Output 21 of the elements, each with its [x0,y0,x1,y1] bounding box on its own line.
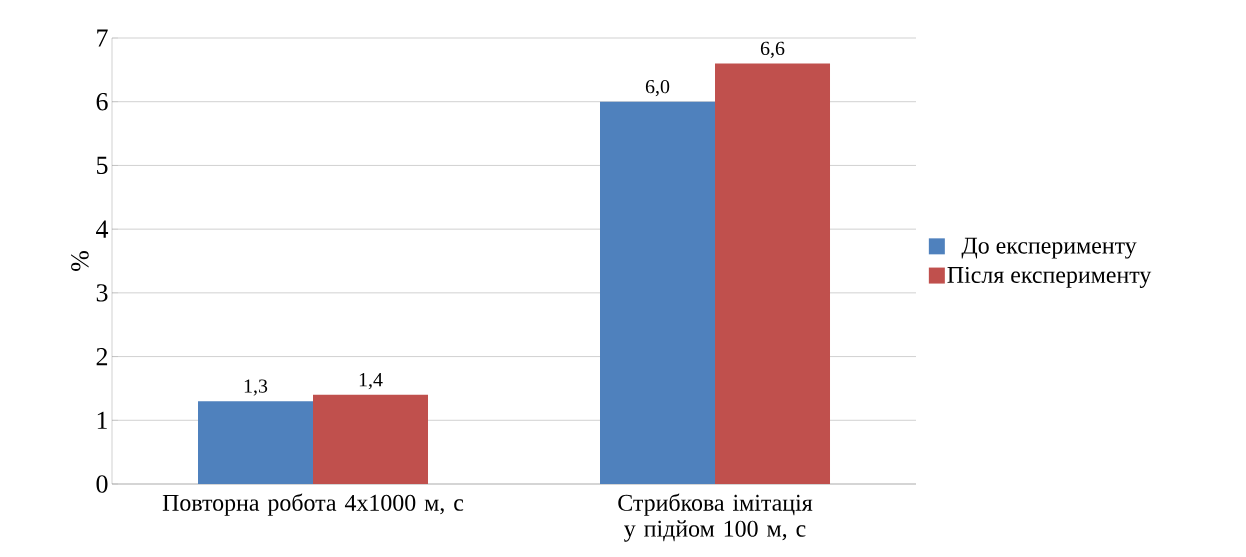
data-label: 1,3 [244,379,268,396]
y-tick-label: 0 [96,475,108,493]
x-tick-label: Повторна робота 4x1000 м, с [162,493,464,516]
y-tick-label: 4 [96,220,109,238]
y-tick-label: 5 [97,156,108,175]
bar [715,63,831,484]
y-tick-label: 3 [96,284,108,302]
bar [600,101,716,484]
y-tick-label: 7 [97,29,108,47]
y-tick-label: 6 [96,93,108,111]
data-label: 6,0 [645,79,670,97]
x-tick-label: Стрибкова імітація у підйом 100 м, с [618,493,813,542]
data-label: 6,6 [760,41,785,58]
y-tick-label: 1 [97,411,107,429]
bar [313,394,428,484]
data-label: 1,4 [359,373,383,390]
y-axis-title: % [71,251,89,271]
y-tick-label: 2 [96,347,108,366]
bar [198,401,313,484]
legend-label: Після експерименту [947,266,1152,288]
legend-label: До експерименту [961,237,1137,259]
